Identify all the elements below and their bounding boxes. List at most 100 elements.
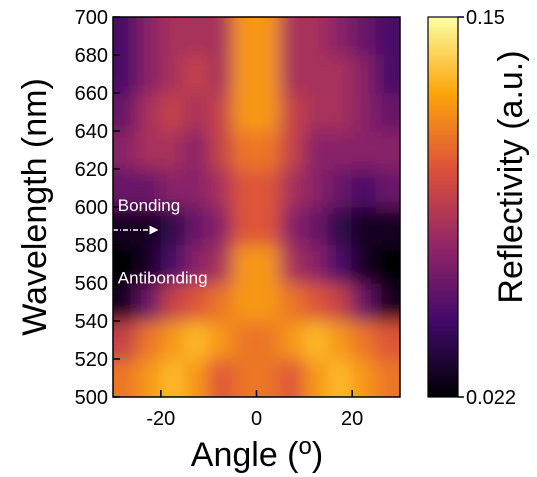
heatmap-cell [232,17,257,56]
heatmap-cell [351,282,377,322]
heatmap-cell [279,168,305,208]
y-tick-label: 520 [75,349,108,371]
heatmap-cell [184,282,210,322]
heatmap-cell [208,320,234,360]
heatmap-cell [375,17,400,56]
heatmap-cell [184,358,210,397]
heatmap-cell [327,168,353,208]
colorbar-tick-label: 0.022 [466,387,516,409]
heatmap-cell [375,206,400,246]
heatmap-cell [375,54,400,94]
heatmap-cell [113,358,138,397]
heatmap-cell [136,168,162,208]
heatmap-cell [184,244,210,284]
heatmap-cell [327,206,353,246]
heatmap-cell [136,358,162,397]
heatmap [113,17,400,397]
heatmap-cell [113,17,138,56]
colorbar-tick-label: 0.15 [466,7,505,29]
heatmap-cell [256,54,281,94]
y-tick-label: 660 [75,83,108,105]
x-axis-title: Angle (o) [191,433,323,474]
y-axis-title: Wavelength (nm) [16,78,54,336]
heatmap-cell [232,92,257,132]
heatmap-cell [136,282,162,322]
heatmap-cell [113,130,138,170]
heatmap-cell [327,320,353,360]
heatmap-cell [160,206,186,246]
heatmap-cell [279,320,305,360]
heatmap-cell [232,358,257,397]
heatmap-cell [327,54,353,94]
heatmap-cell [303,92,329,132]
y-tick-label: 620 [75,159,108,181]
heatmap-cell [327,92,353,132]
heatmap-cell [351,17,377,56]
heatmap-cell [208,244,234,284]
heatmap-cell [232,130,257,170]
heatmap-cell [256,92,281,132]
heatmap-cell [256,168,281,208]
heatmap-cell [113,54,138,94]
heatmap-cell [160,244,186,284]
heatmap-cell [113,282,138,322]
heatmap-cell [279,282,305,322]
heatmap-cell [256,206,281,246]
heatmap-cell [160,92,186,132]
heatmap-cell [232,244,257,284]
heatmap-cell [113,244,138,284]
y-tick-label: 500 [75,387,108,409]
heatmap-cell [303,17,329,56]
heatmap-cell [375,358,400,397]
x-tick-label: 0 [251,408,262,430]
heatmap-cell [351,358,377,397]
heatmap-cell [279,130,305,170]
x-axis-title-sup: o [299,433,312,460]
heatmap-cell [279,244,305,284]
heatmap-cell [303,358,329,397]
heatmap-cell [327,282,353,322]
heatmap-cell [208,206,234,246]
y-tick-label: 680 [75,45,108,67]
heatmap-cell [375,282,400,322]
heatmap-cell [208,54,234,94]
heatmap-cell [256,130,281,170]
heatmap-cell [113,168,138,208]
heatmap-cell [303,320,329,360]
heatmap-cell [232,54,257,94]
heatmap-cell [351,244,377,284]
heatmap-cell [208,358,234,397]
y-tick-label: 600 [75,197,108,219]
heatmap-cell [232,320,257,360]
x-tick-label: -20 [146,408,175,430]
y-tick-label: 540 [75,311,108,333]
heatmap-cell [256,358,281,397]
heatmap-cell [208,282,234,322]
heatmap-cell [375,130,400,170]
x-axis-title-close: ) [312,436,323,474]
heatmap-cell [113,206,138,246]
heatmap-cell [279,92,305,132]
heatmap-cell [351,92,377,132]
heatmap-cell [327,244,353,284]
colorbar-title: Reflectivity (a.u.) [492,50,530,303]
heatmap-cell [160,320,186,360]
y-tick-label: 640 [75,121,108,143]
heatmap-cell [208,92,234,132]
heatmap-cell [351,130,377,170]
heatmap-cell [208,168,234,208]
heatmap-cell [279,206,305,246]
y-tick-label: 700 [75,7,108,29]
heatmap-cell [279,54,305,94]
heatmap-cell [208,17,234,56]
heatmap-cell [279,17,305,56]
heatmap-cell [113,92,138,132]
heatmap-cell [375,244,400,284]
y-tick-label: 560 [75,273,108,295]
heatmap-cell [303,206,329,246]
y-tick-label: 580 [75,235,108,257]
heatmap-cell [303,130,329,170]
heatmap-cell [303,282,329,322]
heatmap-cell [184,206,210,246]
x-axis-title-text: Angle ( [191,436,299,474]
